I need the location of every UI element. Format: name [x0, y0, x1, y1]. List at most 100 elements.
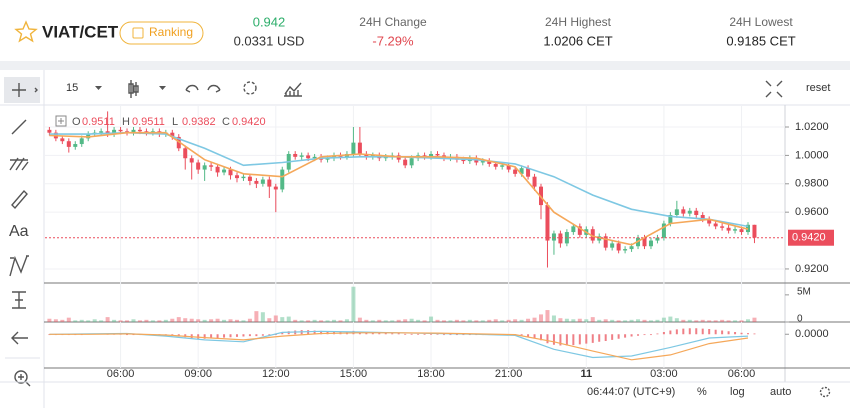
redo[interactable] — [207, 84, 221, 93]
volume-bar — [551, 315, 556, 322]
candle-body — [73, 144, 78, 147]
x-tick-label: 06:00 — [107, 368, 135, 380]
volume-bar — [694, 320, 699, 322]
candle-body — [306, 155, 311, 159]
x-tick-label: 12:00 — [262, 368, 290, 380]
candle-type[interactable] — [128, 80, 139, 98]
candle-body — [228, 169, 233, 176]
line-tool[interactable] — [11, 119, 27, 135]
settings[interactable] — [243, 81, 257, 95]
macd-hist — [682, 328, 685, 335]
candle-body — [183, 148, 188, 159]
macd-hist — [669, 330, 672, 335]
volume-bar — [422, 320, 427, 322]
volume-bar — [183, 318, 188, 322]
type-dropdown[interactable] — [159, 86, 166, 90]
volume-bar — [73, 320, 78, 322]
volume-bar — [325, 320, 330, 322]
macd-hist — [688, 328, 691, 335]
fib-tool[interactable] — [9, 157, 29, 171]
macd-hist — [190, 334, 193, 338]
volume-bar — [429, 316, 434, 322]
volume-bar — [370, 320, 375, 322]
macd-hist — [585, 334, 588, 344]
low-value: 0.9185 CET — [726, 33, 795, 48]
brush-tool[interactable] — [11, 189, 28, 210]
auto-toggle[interactable]: auto — [770, 386, 791, 398]
macd-hist — [274, 334, 277, 336]
volume-bar — [47, 318, 52, 322]
macd-hist — [216, 334, 219, 338]
candle-body — [545, 205, 550, 241]
volume-bar — [752, 317, 757, 322]
volume-bar — [53, 319, 58, 322]
measure-tool[interactable] — [12, 291, 26, 309]
macd-tick-label: 0.0000 — [795, 328, 829, 340]
candle-body — [79, 138, 84, 145]
macd-hist — [268, 334, 271, 336]
candle-body — [409, 158, 414, 166]
candle-body — [733, 229, 738, 231]
ohlc-key: H — [122, 116, 130, 128]
footer-settings[interactable] — [819, 386, 831, 398]
macd-hist — [675, 329, 678, 335]
macd-hist — [649, 334, 652, 336]
favorite-star[interactable] — [14, 20, 38, 43]
macd-hist — [326, 331, 329, 335]
macd-hist — [229, 334, 232, 338]
macd-hist — [417, 333, 420, 335]
ohlc-key: O — [72, 116, 81, 128]
candle-body — [661, 223, 666, 238]
candle-body — [500, 165, 505, 167]
undo[interactable] — [185, 84, 199, 93]
candle-body — [332, 155, 337, 159]
candle-body — [260, 179, 265, 184]
volume-bar — [506, 319, 511, 322]
volume-bar — [545, 310, 550, 322]
volume-bar — [92, 319, 97, 322]
macd-hist — [630, 334, 633, 337]
volume-bar — [105, 317, 110, 322]
interval[interactable]: 15 — [66, 82, 78, 94]
log-toggle[interactable]: log — [730, 386, 745, 398]
volume-bar — [603, 319, 608, 322]
ranking-label: Ranking — [149, 25, 193, 39]
macd-hist — [624, 334, 627, 338]
percent-toggle[interactable]: % — [697, 386, 707, 398]
fullscreen[interactable] — [765, 80, 783, 98]
text-tool[interactable]: Aa — [9, 223, 29, 240]
pattern-tool[interactable] — [9, 255, 29, 277]
indicators[interactable] — [284, 82, 302, 97]
volume-bar — [157, 320, 162, 322]
y-tick-label: 0.9600 — [795, 206, 829, 218]
candle-body — [687, 210, 692, 214]
macd-hist — [611, 334, 614, 340]
volume-bar — [209, 319, 214, 322]
macd-hist — [598, 334, 601, 342]
volume-bar — [668, 316, 673, 322]
macd-hist — [617, 334, 620, 339]
volume-bar — [351, 286, 356, 322]
candle-body — [247, 176, 252, 181]
volume-bar — [590, 317, 595, 322]
macd-hist — [248, 334, 251, 337]
candle-body — [642, 237, 647, 247]
candle-body — [480, 161, 485, 163]
candle-body — [312, 156, 317, 159]
zoom-tool[interactable] — [14, 370, 28, 384]
candle-body — [254, 180, 259, 184]
reset-button[interactable]: reset — [806, 82, 830, 94]
candle-body — [364, 153, 369, 157]
macd-hist — [721, 330, 724, 335]
volume-bar — [267, 318, 272, 322]
volume-bar — [532, 317, 537, 322]
candle-body — [234, 175, 239, 179]
candle-body — [66, 141, 71, 147]
candle-body — [752, 224, 757, 238]
macd-hist — [565, 334, 568, 346]
macd-hist — [210, 334, 213, 339]
interval-dropdown[interactable] — [95, 86, 102, 90]
remove-tool[interactable] — [11, 331, 28, 345]
crosshair-tool[interactable] — [12, 83, 26, 97]
volume-bar — [564, 318, 569, 322]
